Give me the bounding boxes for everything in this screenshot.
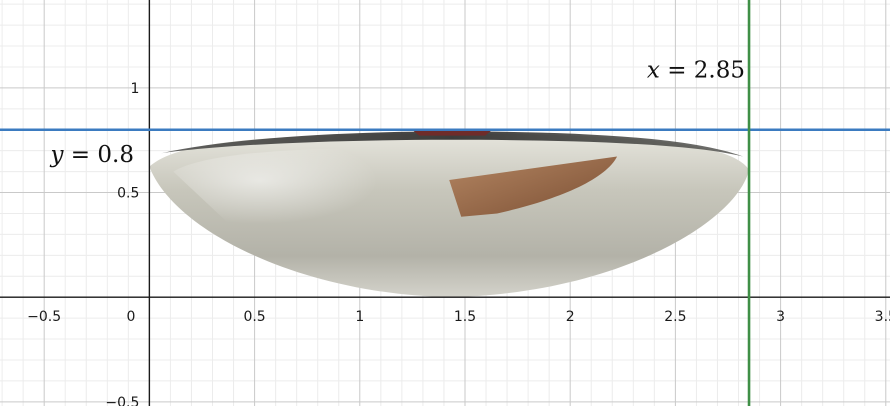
x-tick-label: 2.5 bbox=[664, 309, 686, 325]
x-tick-label: 1 bbox=[355, 309, 364, 325]
x-tick-label: 0.5 bbox=[243, 309, 265, 325]
equation-variable: x bbox=[647, 57, 660, 83]
x-tick-label: 1.5 bbox=[454, 309, 476, 325]
bowl-photo-icon bbox=[149, 130, 750, 298]
equation-equals: = bbox=[63, 142, 97, 168]
equation-equals: = bbox=[660, 57, 694, 83]
x-tick-label: −0.5 bbox=[27, 309, 61, 325]
origin-label: 0 bbox=[126, 309, 135, 325]
x-tick-label: 3 bbox=[776, 309, 785, 325]
tick-labels: −0.5 0.5 1 1.5 2 2.5 3 3.5 0 1 0.5 −0.5 bbox=[27, 81, 890, 406]
vertical-line-label: x = 2.85 bbox=[647, 57, 745, 83]
y-tick-label: −0.5 bbox=[105, 395, 139, 406]
x-tick-label: 2 bbox=[566, 309, 575, 325]
equation-value: 0.8 bbox=[97, 142, 134, 168]
y-tick-label: 1 bbox=[130, 81, 139, 97]
equation-variable: y bbox=[49, 142, 64, 168]
horizontal-line-label: y = 0.8 bbox=[49, 142, 133, 168]
line-labels: y = 0.8 x = 2.85 bbox=[49, 57, 745, 167]
equation-value: 2.85 bbox=[694, 57, 745, 83]
y-tick-label: 0.5 bbox=[117, 186, 139, 202]
x-tick-label: 3.5 bbox=[875, 309, 890, 325]
